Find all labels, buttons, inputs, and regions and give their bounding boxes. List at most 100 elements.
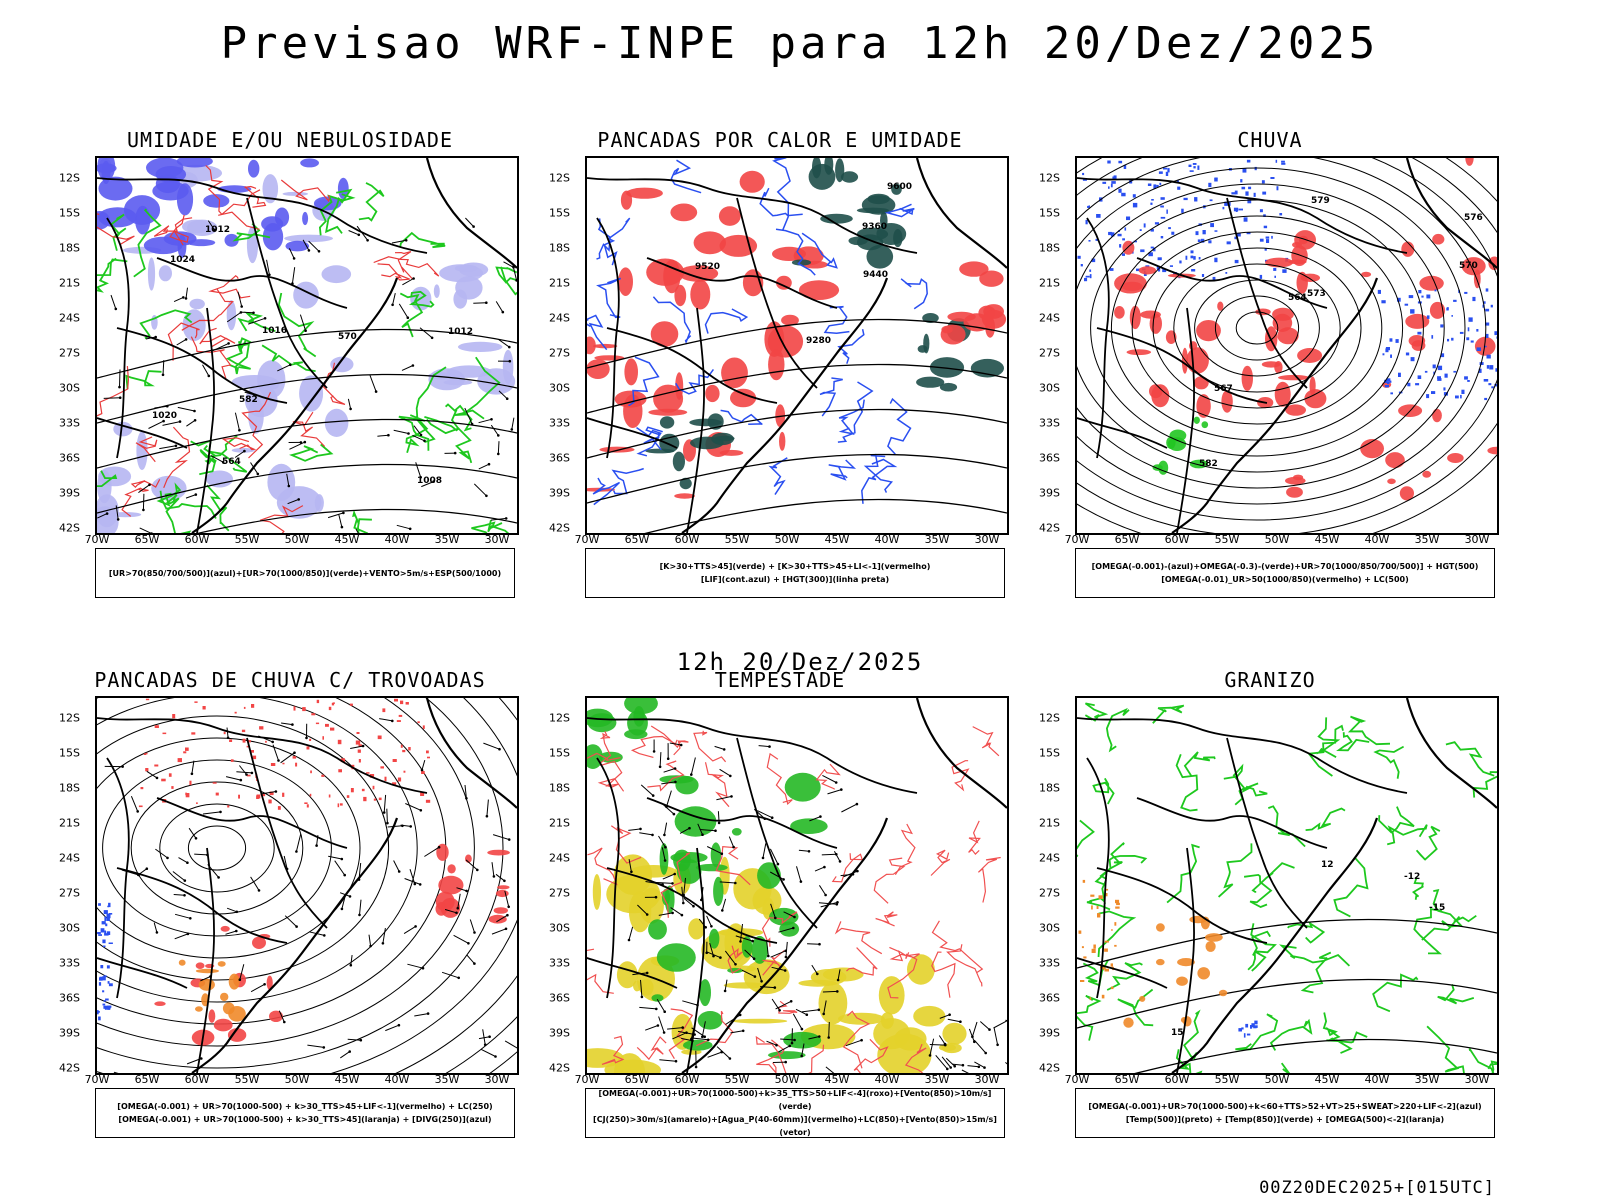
shaded-area: [592, 343, 618, 349]
wind-vector: [798, 849, 810, 852]
shaded-speck: [101, 921, 106, 925]
height-contour: [1077, 978, 1497, 1029]
lat-tick-label: 30S: [1039, 381, 1060, 395]
shaded-speck: [98, 934, 102, 936]
shaded-area: [784, 772, 821, 802]
shaded-speck: [1236, 233, 1241, 237]
wind-vector-head: [671, 882, 674, 885]
wind-vector-head: [292, 257, 296, 260]
wind-vector-head: [701, 1035, 704, 1039]
contour-line: [1241, 782, 1268, 797]
wind-vector-head: [840, 788, 843, 791]
contour-line: [1468, 1048, 1495, 1073]
shaded-speck: [1245, 191, 1249, 196]
contour-line: [1347, 715, 1391, 746]
shaded-speck: [1464, 291, 1468, 294]
shaded-area: [1461, 257, 1486, 276]
wind-vector-head: [948, 1013, 951, 1016]
shaded-speck: [1162, 268, 1167, 273]
wind-vector-head: [342, 511, 345, 515]
wind-vector: [155, 848, 168, 859]
shaded-speck: [1110, 183, 1113, 188]
shaded-speck: [145, 752, 148, 755]
wind-vector: [456, 887, 467, 892]
contour-line: [946, 944, 983, 987]
wind-vector-head: [381, 942, 385, 945]
shaded-area: [923, 333, 930, 354]
shaded-area: [812, 158, 822, 179]
shaded-speck: [1426, 315, 1430, 319]
isoline: [102, 759, 332, 937]
wind-vector-head: [239, 778, 243, 782]
shaded-area: [1156, 958, 1165, 966]
lat-tick-label: 36S: [549, 451, 570, 465]
shaded-area: [97, 158, 116, 181]
wind-vector-head: [289, 363, 292, 367]
wind-vector: [719, 881, 736, 884]
contour-line: [808, 1044, 825, 1073]
wind-vector: [478, 463, 490, 470]
shaded-speck: [292, 756, 297, 759]
wind-vector: [272, 744, 279, 761]
shaded-area: [1447, 453, 1464, 463]
wind-vector: [185, 287, 188, 299]
shaded-area: [606, 874, 661, 914]
shaded-speck: [1082, 172, 1085, 176]
legend-line: [OMEGA(-0.01)_UR>50(1000/850)(vermelho) …: [1161, 575, 1409, 584]
lat-tick-label: 33S: [549, 416, 570, 430]
shaded-area: [1432, 408, 1442, 423]
shaded-area: [679, 477, 692, 490]
shaded-speck: [1210, 223, 1214, 228]
lon-tick-label: 40W: [384, 533, 410, 546]
contour-label: 1024: [170, 255, 195, 265]
contour-line: [165, 494, 192, 533]
wind-vector-head: [409, 825, 413, 828]
contour-line: [97, 213, 135, 246]
shaded-speck: [196, 802, 198, 804]
wind-vector-head: [645, 971, 649, 975]
shaded-speck: [1482, 301, 1486, 304]
wind-vector: [783, 911, 795, 918]
shaded-speck: [1476, 329, 1479, 332]
wind-vector-head: [240, 305, 243, 308]
contour-line: [205, 165, 224, 215]
wind-vector-head: [651, 794, 655, 797]
shaded-speck: [140, 787, 144, 790]
coastline: [1171, 158, 1497, 533]
wind-vector-head: [404, 239, 408, 242]
shaded-speck: [1426, 294, 1431, 299]
wind-vector: [503, 261, 514, 268]
wind-vector: [699, 829, 716, 832]
contour-line: [495, 266, 517, 284]
shaded-area: [228, 973, 240, 990]
wind-vector-head: [307, 249, 311, 252]
wind-vector: [659, 752, 662, 767]
shaded-area: [1261, 361, 1281, 368]
shaded-speck: [1177, 186, 1181, 190]
wind-vector: [402, 278, 414, 286]
wind-vector-head: [189, 917, 192, 920]
map-panel: PANCADAS POR CALOR E UMIDADE 9600 9520 9440…: [545, 128, 1015, 618]
wind-vector-head: [793, 915, 796, 919]
wind-vector-head: [508, 345, 511, 349]
contour-line: [668, 1008, 694, 1060]
shaded-area: [624, 358, 638, 386]
shaded-area: [941, 1042, 962, 1054]
shaded-speck: [1418, 290, 1422, 294]
wind-vector-head: [720, 1050, 723, 1054]
wind-vector-head: [283, 1020, 286, 1024]
wind-vector-head: [295, 850, 298, 853]
wind-vector-head: [651, 833, 654, 837]
wind-vector-head: [823, 865, 826, 869]
height-contour: [587, 363, 1007, 414]
shaded-speck: [1242, 168, 1247, 173]
wind-vector: [666, 790, 672, 807]
shaded-speck: [1226, 241, 1231, 245]
shaded-area: [659, 416, 675, 429]
shaded-speck: [337, 803, 340, 808]
wind-vector-head: [114, 307, 118, 311]
shaded-speck: [325, 723, 329, 727]
shaded-speck: [1453, 299, 1457, 302]
wind-vector-head: [712, 954, 715, 958]
shaded-speck: [1101, 994, 1105, 999]
